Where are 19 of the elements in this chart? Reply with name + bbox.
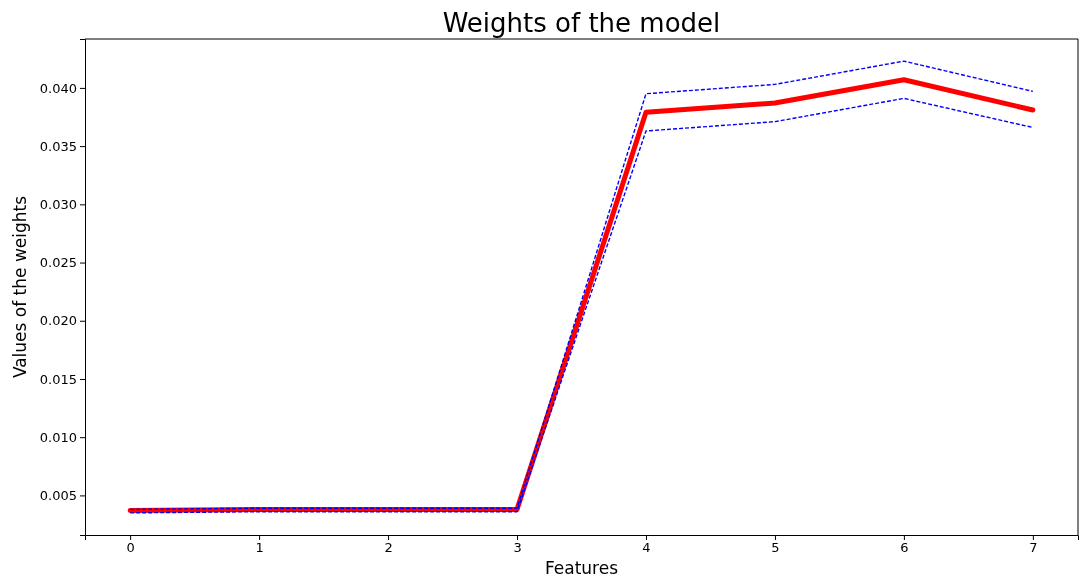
y-tick-label: 0.035 (39, 138, 77, 154)
y-tick-label: 0.020 (39, 313, 77, 329)
x-tick-label: 6 (900, 540, 909, 556)
y-tick-label: 0.015 (39, 371, 77, 387)
x-tick-label: 4 (642, 540, 651, 556)
y-axis-title: Values of the weights (10, 195, 30, 379)
y-tick-label: 0.010 (39, 429, 77, 445)
x-tick-label: 1 (255, 540, 264, 556)
y-tick-label: 0.005 (39, 488, 77, 504)
x-tick-label: 7 (1029, 540, 1038, 556)
chart-title: Weights of the model (442, 8, 721, 38)
x-tick-label: 3 (513, 540, 522, 556)
x-tick-label: 5 (771, 540, 780, 556)
x-axis-title: Features (544, 558, 619, 578)
y-tick-label: 0.040 (39, 80, 77, 96)
y-tick-label: 0.025 (39, 255, 77, 271)
y-tick-label: 0.030 (39, 196, 77, 212)
x-tick-label: 2 (384, 540, 393, 556)
x-tick-label: 0 (126, 540, 135, 556)
